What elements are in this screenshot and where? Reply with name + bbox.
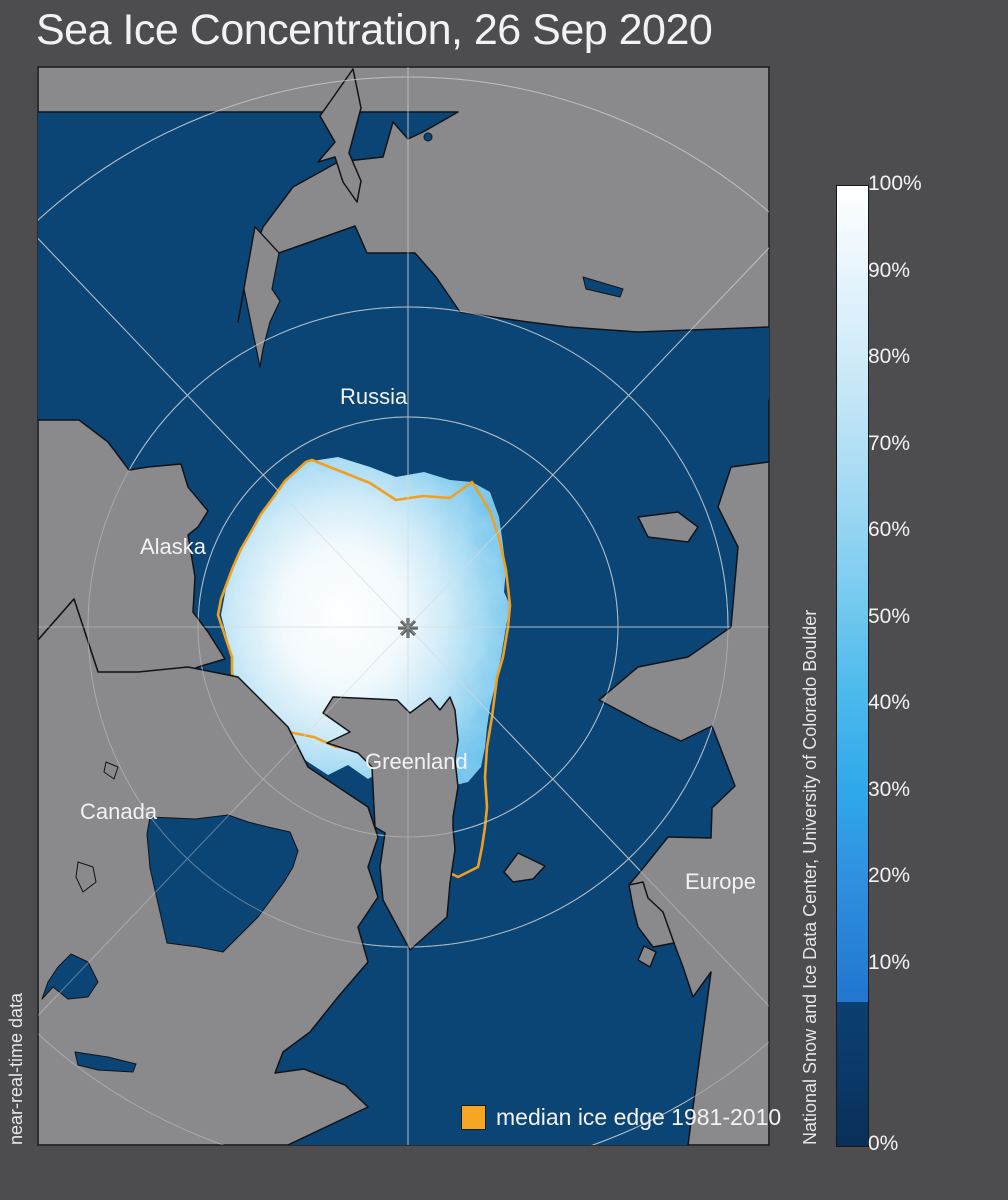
svg-text:Canada: Canada <box>80 799 158 824</box>
svg-text:Alaska: Alaska <box>140 534 207 559</box>
svg-text:Greenland: Greenland <box>365 749 468 774</box>
svg-text:Europe: Europe <box>685 869 756 894</box>
svg-text:Russia: Russia <box>340 384 408 409</box>
